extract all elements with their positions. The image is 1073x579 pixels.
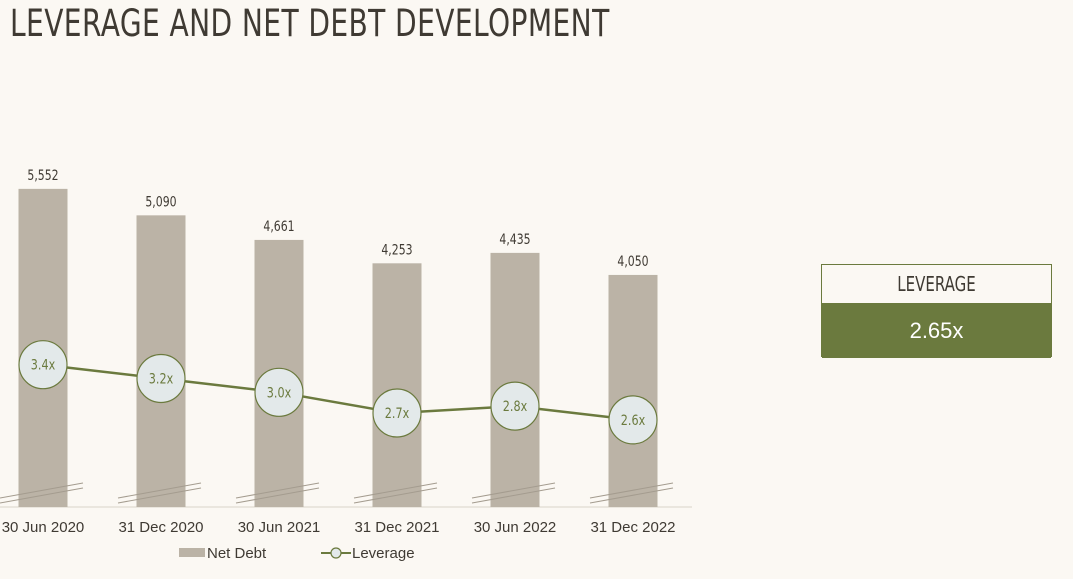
bar-net-debt [608, 274, 658, 507]
leverage-value-label: 2.7x [385, 405, 410, 422]
bar-net-debt [490, 252, 540, 507]
x-tick-label: 30 Jun 2020 [2, 519, 85, 536]
axis-break-mark [589, 482, 674, 499]
axis-break-mark [117, 487, 202, 504]
legend-net-debt-label: Net Debt [207, 545, 267, 562]
leverage-value-label: 2.8x [503, 398, 528, 415]
legend-leverage-marker [330, 547, 342, 559]
axis-break-mark [353, 487, 438, 504]
leverage-point [608, 395, 658, 445]
axis-break-mark [0, 482, 84, 499]
leverage-kpi-card: LEVERAGE 2.65x [821, 264, 1052, 358]
bar-value-label: 4,435 [499, 230, 530, 247]
axis-break-mark [235, 487, 320, 504]
axis-break-mark [117, 482, 202, 499]
leverage-point [18, 340, 68, 390]
axis-break-mark [589, 487, 674, 504]
leverage-point [136, 353, 186, 404]
bar-value-label: 5,090 [145, 193, 176, 210]
axis-break-mark [0, 487, 84, 504]
leverage-point [372, 388, 422, 438]
x-tick-label: 31 Dec 2022 [590, 519, 675, 536]
kpi-value: 2.65x [822, 303, 1051, 358]
legend-leverage-label: Leverage [352, 545, 415, 562]
x-tick-label: 31 Dec 2021 [354, 519, 439, 536]
leverage-value-label: 2.6x [621, 412, 646, 429]
bar-value-label: 4,661 [263, 218, 294, 235]
leverage-value-label: 3.4x [31, 356, 56, 373]
bar-net-debt [372, 263, 422, 507]
leverage-line [42, 363, 634, 422]
x-tick-label: 30 Jun 2022 [474, 519, 557, 536]
kpi-label: LEVERAGE [897, 272, 976, 296]
leverage-point [490, 381, 540, 431]
chart: 5,552 30 Jun 2020 5,090 31 Dec 2020 4,661 30 … [0, 166, 692, 562]
bar-value-label: 4,050 [617, 253, 648, 270]
axis-break-mark [353, 482, 438, 499]
leverage-value-label: 3.2x [149, 370, 174, 387]
axis-break-mark [471, 482, 556, 499]
legend-net-debt-swatch [179, 548, 205, 557]
leverage-point [254, 367, 304, 417]
axis-break-mark [235, 482, 320, 499]
x-tick-label: 30 Jun 2021 [238, 519, 321, 536]
axis-break-mark [471, 487, 556, 504]
bar-value-label: 4,253 [381, 241, 412, 258]
page-title: LEVERAGE AND NET DEBT DEVELOPMENT [10, 2, 610, 45]
bar-value-label: 5,552 [27, 166, 58, 183]
leverage-value-label: 3.0x [267, 384, 292, 401]
x-tick-label: 31 Dec 2020 [118, 519, 203, 536]
